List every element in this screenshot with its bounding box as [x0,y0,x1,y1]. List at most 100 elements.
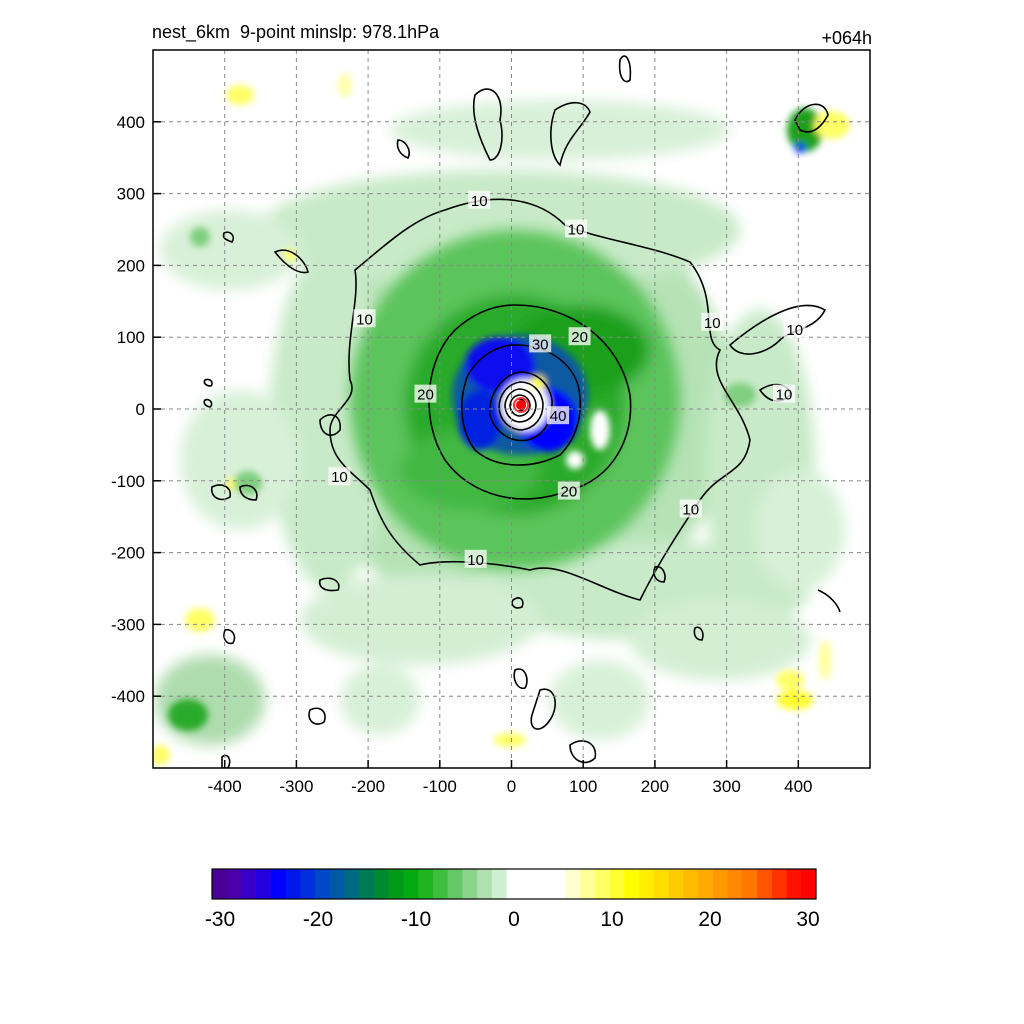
colorbar-swatch [374,869,390,899]
storm-center-marker-halo [513,397,529,413]
colorbar-swatch [580,869,596,899]
colorbar-swatch [786,869,802,899]
x-tick-label: -200 [351,777,385,796]
x-tick-label: 300 [712,777,740,796]
colorbar-swatch [432,869,449,899]
contour-label-bg [328,467,351,486]
x-tick-label: 200 [641,777,669,796]
y-tick-label: -400 [111,687,145,706]
contour-label: 10 [331,469,348,486]
contour-label-bg [529,334,552,353]
colorbar-swatch [285,869,301,899]
contour-labels: 10 10 10 10 10 10 10 10 10 20 20 20 30 40 [328,190,806,569]
colorbar-swatch [698,869,714,899]
x-tick-label: -400 [208,777,242,796]
contour-label: 40 [550,408,567,425]
contour-label-bg [565,219,588,238]
colorbar-swatch [771,869,788,899]
x-tick-label: 400 [784,777,812,796]
contour-label-bg [547,406,570,425]
colorbar-label: -10 [401,908,431,931]
colorbar-swatch [550,869,567,899]
storm-center-marker [516,400,526,410]
y-tick-label: -300 [111,615,145,634]
contour-label: 20 [417,387,434,404]
colorbar-swatch [403,869,419,899]
colorbar-swatch [609,869,625,899]
colorbar-label: 0 [508,908,520,931]
contour-label: 30 [532,336,549,353]
colorbar-swatch [447,869,463,899]
colorbar-swatch [241,869,257,899]
contour-label-bg [701,312,724,331]
colorbar-swatch [521,869,537,899]
contour-label-bg [557,481,580,500]
colorbar-swatch [315,869,331,899]
y-tick-label: -200 [111,544,145,563]
colorbar-swatch [757,869,773,899]
contour-label-bg [783,320,806,339]
colorbar-swatch [477,869,493,899]
x-tick-label: 0 [507,777,516,796]
x-tick-label: 100 [569,777,597,796]
colorbar-label: 20 [698,908,721,931]
contour-label: 10 [776,387,793,404]
colorbar-label: -20 [303,908,333,931]
contour-label: 10 [704,315,721,332]
colorbar-swatch [212,869,228,899]
y-tick-label: 400 [117,113,145,132]
contours [203,55,841,768]
colorbar-swatch [344,869,360,899]
colorbar-swatch [742,869,758,899]
colorbar-swatch [595,869,611,899]
colorbar-swatch [418,869,434,899]
colorbar-swatch [536,869,552,899]
contour-label-bg [464,549,487,568]
axis-ticks: -400 -300 -200 -100 0 100 200 300 400-400-300-20… [111,113,813,796]
contour-label-bg [772,384,795,403]
colorbar-swatch [256,869,272,899]
y-tick-label: 300 [117,185,145,204]
contour-label: 10 [568,222,585,239]
contour-label: 20 [561,484,578,501]
y-tick-label: 200 [117,256,145,275]
colorbar-swatch [801,869,817,899]
contour-label: 10 [682,502,699,519]
x-tick-label: -100 [423,777,457,796]
colorbar-swatch [300,869,316,899]
colorbar-label: -30 [205,908,235,931]
colorbar-swatch [727,869,743,899]
contour-label-bg [568,327,591,346]
y-tick-label: 0 [136,400,145,419]
colorbar-swatch [639,869,655,899]
colorbar-label: 30 [796,908,819,931]
colorbar-swatch [653,869,670,899]
colorbar-label: 10 [600,908,623,931]
colorbar: -30 -20 -10 0 10 20 30 [205,868,820,931]
forecast-hour-label: +064h [821,28,872,48]
y-tick-label: 100 [117,328,145,347]
colorbar-swatch [565,869,581,899]
contour-label-bg [679,499,702,518]
contour-label-bg [468,190,491,209]
x-tick-label: -300 [279,777,313,796]
colorbar-swatch [683,869,699,899]
contour-label: 10 [471,193,488,210]
contour-label: 10 [356,311,373,328]
colorbar-frame [211,868,817,900]
colorbar-swatch [506,869,522,899]
chart-title: nest_6km 9-point minslp: 978.1hPa [152,22,440,42]
contour-label: 20 [571,329,588,346]
y-tick-label: -100 [111,472,145,491]
contour-label: 10 [786,322,803,339]
colorbar-swatch [712,869,729,899]
colorbar-swatch [624,869,640,899]
colorbar-swatch [329,869,346,899]
colorbar-swatch [491,869,508,899]
contour-label-bg [353,309,376,328]
colorbar-swatch [226,869,242,899]
shaded-field: 10 10 10 10 10 10 10 10 10 20 20 20 30 40 [153,50,870,768]
colorbar-swatch [359,869,375,899]
